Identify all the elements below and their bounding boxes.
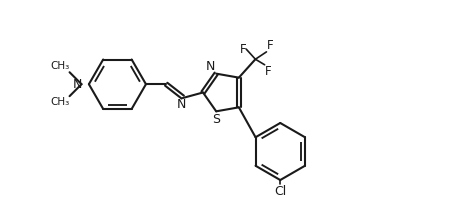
- Text: N: N: [206, 60, 215, 73]
- Text: Cl: Cl: [273, 185, 286, 198]
- Text: F: F: [239, 43, 246, 56]
- Text: N: N: [177, 98, 186, 111]
- Text: F: F: [264, 65, 271, 78]
- Text: S: S: [212, 113, 220, 126]
- Text: F: F: [266, 39, 272, 52]
- Text: CH₃: CH₃: [50, 61, 69, 71]
- Text: CH₃: CH₃: [50, 97, 69, 107]
- Text: N: N: [73, 78, 82, 91]
